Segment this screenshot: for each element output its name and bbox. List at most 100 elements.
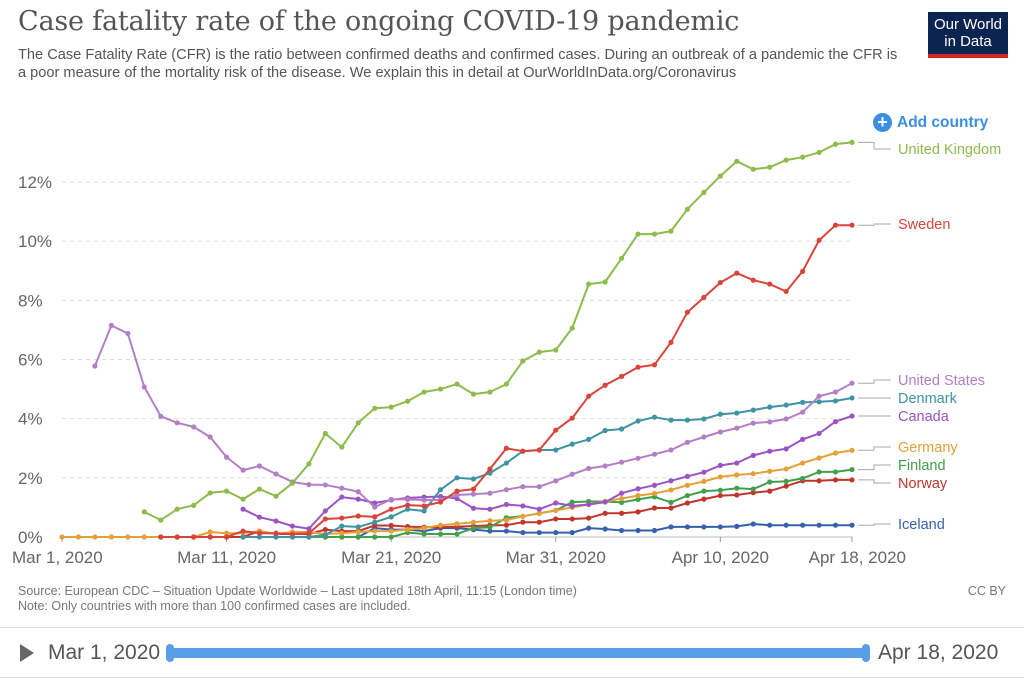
data-point-canada: [306, 526, 312, 532]
data-point-united-kingdom: [273, 493, 279, 499]
data-point-united-kingdom: [339, 444, 345, 450]
data-point-norway: [536, 519, 542, 525]
data-point-iceland: [553, 529, 559, 536]
data-point-sweden: [355, 513, 361, 519]
x-tick-label: Apr 18, 2020: [809, 548, 906, 567]
data-point-sweden: [405, 502, 411, 508]
data-point-germany: [520, 513, 526, 519]
data-point-denmark: [849, 395, 855, 401]
data-point-iceland: [849, 522, 855, 528]
add-country-label: Add country: [897, 113, 989, 131]
data-point-denmark: [701, 416, 707, 422]
logo-line-2: in Data: [944, 33, 992, 50]
data-point-sweden: [174, 534, 180, 540]
y-tick-label: 10%: [18, 232, 52, 251]
data-point-united-kingdom: [668, 228, 674, 234]
owid-logo[interactable]: Our World in Data: [928, 12, 1008, 58]
data-point-iceland: [800, 522, 806, 528]
data-point-united-kingdom: [684, 206, 691, 212]
data-point-germany: [668, 487, 674, 493]
data-point-sweden: [191, 534, 197, 540]
data-point-united-kingdom: [454, 381, 460, 387]
data-point-united-kingdom: [256, 486, 263, 492]
x-tick-label: Mar 11, 2020: [177, 548, 276, 567]
data-point-canada: [800, 436, 806, 442]
data-point-denmark: [569, 441, 575, 447]
timeline-end-handle[interactable]: [862, 644, 870, 662]
data-point-united-states: [536, 484, 542, 490]
data-point-united-kingdom: [800, 154, 806, 160]
data-point-finland: [849, 466, 855, 473]
data-point-finland: [388, 534, 394, 540]
data-point-sweden: [569, 415, 575, 421]
data-point-united-kingdom: [618, 255, 625, 261]
data-point-united-states: [734, 425, 740, 431]
y-tick-label: 4%: [18, 410, 43, 429]
data-point-iceland: [767, 522, 773, 528]
legend-label-sweden: Sweden: [898, 217, 950, 233]
data-point-germany: [800, 460, 806, 466]
data-point-united-kingdom: [355, 420, 361, 426]
data-point-united-states: [832, 389, 839, 395]
data-point-finland: [454, 531, 460, 537]
data-point-denmark: [273, 534, 279, 540]
legend-connector: [858, 223, 891, 226]
data-point-germany: [717, 474, 723, 480]
data-point-denmark: [635, 418, 641, 424]
data-point-united-kingdom: [174, 506, 180, 512]
data-point-united-states: [750, 420, 756, 426]
data-point-norway: [553, 516, 559, 522]
data-point-sweden: [618, 373, 625, 379]
data-point-norway: [569, 516, 575, 522]
data-point-norway: [635, 509, 641, 515]
data-point-sweden: [783, 288, 789, 295]
data-point-united-states: [92, 363, 98, 369]
data-point-iceland: [586, 525, 592, 531]
data-point-germany: [618, 495, 625, 502]
data-point-sweden: [586, 393, 592, 399]
data-point-germany: [832, 450, 839, 456]
data-point-sweden: [470, 486, 477, 492]
data-point-united-kingdom: [520, 358, 526, 364]
logo-line-1: Our World: [933, 16, 1003, 33]
data-point-finland: [487, 524, 493, 530]
data-point-denmark: [306, 534, 312, 540]
data-point-norway: [684, 500, 691, 506]
data-point-denmark: [355, 524, 361, 530]
data-point-denmark: [503, 460, 509, 466]
data-point-finland: [618, 499, 625, 505]
data-point-canada: [553, 500, 559, 506]
legend-connector: [858, 379, 891, 384]
data-point-sweden: [602, 382, 608, 388]
license-link[interactable]: CC BY: [967, 584, 1006, 598]
data-point-denmark: [832, 398, 839, 404]
data-point-united-states: [651, 451, 658, 457]
data-point-finland: [750, 486, 756, 492]
data-point-germany: [372, 528, 378, 534]
x-tick-label: Mar 1, 2020: [12, 548, 103, 567]
data-point-united-kingdom: [767, 164, 773, 170]
data-point-denmark: [405, 506, 411, 512]
timeline-slider[interactable]: [166, 644, 870, 662]
timeline-start-handle[interactable]: [166, 644, 174, 662]
data-point-united-kingdom: [223, 488, 230, 494]
data-point-sweden: [240, 528, 246, 534]
data-point-finland: [783, 478, 789, 484]
data-point-norway: [668, 505, 674, 511]
data-point-united-states: [816, 393, 822, 399]
data-point-denmark: [783, 402, 789, 408]
data-point-denmark: [470, 476, 477, 482]
data-point-canada: [240, 506, 246, 512]
data-point-united-kingdom: [816, 149, 822, 156]
data-point-iceland: [520, 529, 526, 536]
play-icon[interactable]: [20, 644, 34, 662]
data-point-united-states: [470, 491, 477, 497]
add-country-button[interactable]: + Add country: [873, 113, 988, 132]
data-point-canada: [339, 494, 345, 500]
data-point-finland: [717, 487, 723, 493]
data-point-sweden: [223, 534, 230, 540]
data-point-sweden: [536, 447, 542, 453]
data-point-united-states: [174, 420, 180, 426]
data-point-united-kingdom: [602, 279, 608, 285]
data-point-germany: [503, 517, 509, 523]
